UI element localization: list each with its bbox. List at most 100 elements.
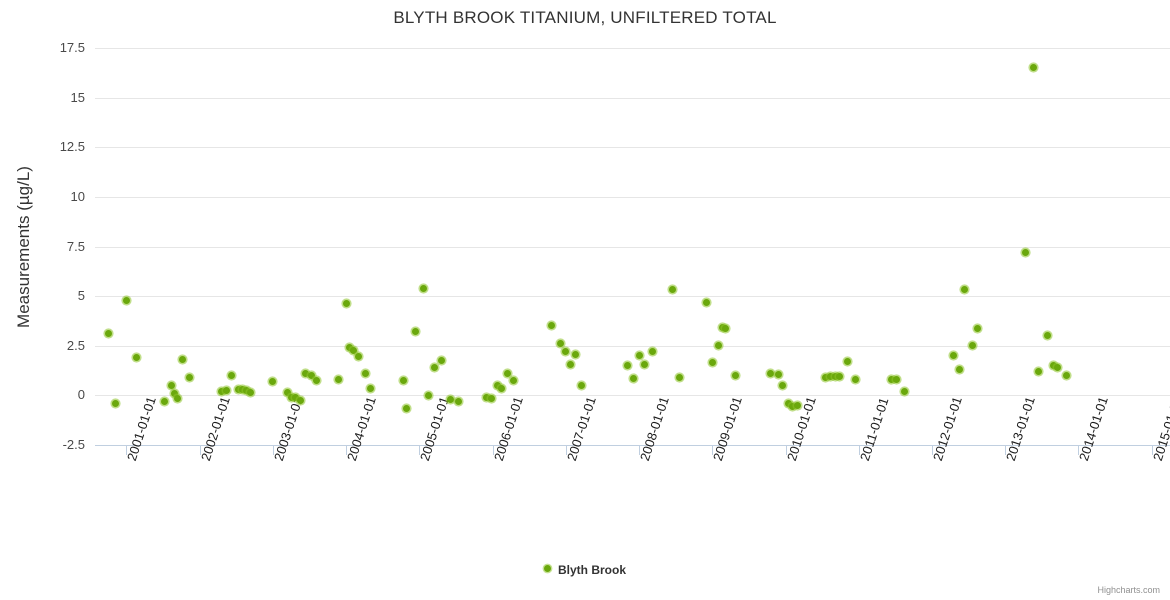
data-point[interactable]: [784, 399, 792, 407]
data-point[interactable]: [566, 361, 574, 369]
data-point[interactable]: [1044, 332, 1052, 340]
data-point[interactable]: [732, 372, 740, 380]
data-point[interactable]: [112, 399, 119, 407]
data-point[interactable]: [454, 397, 462, 405]
data-point[interactable]: [133, 354, 141, 362]
gridline: [95, 98, 1170, 99]
x-tick-mark: [273, 446, 274, 455]
data-point[interactable]: [301, 370, 309, 378]
data-point[interactable]: [968, 342, 976, 350]
data-point[interactable]: [218, 387, 226, 395]
data-point[interactable]: [973, 325, 981, 333]
data-point[interactable]: [714, 342, 722, 350]
data-point[interactable]: [335, 375, 343, 383]
data-point[interactable]: [844, 358, 852, 366]
data-point[interactable]: [702, 298, 710, 306]
data-point[interactable]: [345, 344, 353, 352]
data-point[interactable]: [623, 362, 631, 370]
data-point[interactable]: [774, 371, 782, 379]
data-point[interactable]: [228, 372, 236, 380]
data-point[interactable]: [342, 299, 350, 307]
data-point[interactable]: [178, 356, 186, 364]
data-point[interactable]: [629, 375, 637, 382]
data-point[interactable]: [956, 366, 964, 374]
data-point[interactable]: [1054, 364, 1062, 372]
data-point[interactable]: [493, 381, 501, 389]
data-point[interactable]: [161, 397, 169, 405]
data-point[interactable]: [827, 373, 835, 381]
data-point[interactable]: [851, 375, 859, 383]
data-point[interactable]: [366, 384, 374, 392]
data-point[interactable]: [668, 285, 676, 293]
data-point[interactable]: [641, 361, 649, 369]
data-point[interactable]: [831, 373, 839, 381]
data-point[interactable]: [779, 381, 787, 389]
data-point[interactable]: [403, 404, 411, 412]
legend-item-label[interactable]: Blyth Brook: [557, 562, 626, 577]
data-point[interactable]: [571, 351, 579, 359]
data-point[interactable]: [122, 296, 130, 304]
x-tick-mark: [346, 446, 347, 455]
data-point[interactable]: [822, 374, 830, 381]
data-point[interactable]: [355, 353, 363, 361]
data-point[interactable]: [556, 340, 564, 348]
data-point[interactable]: [284, 388, 292, 396]
data-point[interactable]: [399, 376, 407, 384]
data-point[interactable]: [836, 373, 844, 381]
data-point[interactable]: [960, 285, 968, 293]
data-point[interactable]: [950, 352, 958, 360]
data-point[interactable]: [170, 389, 178, 397]
data-point[interactable]: [509, 376, 517, 384]
data-point[interactable]: [104, 330, 112, 338]
data-point[interactable]: [722, 325, 729, 333]
data-point[interactable]: [1063, 372, 1071, 380]
credits-label[interactable]: Highcharts.com: [1097, 585, 1160, 595]
data-point[interactable]: [292, 393, 300, 401]
data-point[interactable]: [247, 388, 255, 396]
x-tick-mark: [859, 446, 860, 455]
legend[interactable]: Blyth Brook: [0, 562, 1170, 577]
data-point[interactable]: [789, 402, 797, 410]
data-point[interactable]: [767, 370, 775, 378]
data-point[interactable]: [288, 393, 296, 401]
data-point[interactable]: [174, 394, 182, 402]
data-point[interactable]: [893, 375, 901, 383]
data-point[interactable]: [412, 328, 420, 336]
data-point[interactable]: [562, 348, 570, 356]
data-point[interactable]: [1022, 248, 1030, 256]
data-point[interactable]: [269, 377, 277, 385]
data-point[interactable]: [1029, 64, 1037, 72]
data-point[interactable]: [313, 376, 321, 384]
data-point[interactable]: [361, 370, 369, 378]
data-point[interactable]: [235, 385, 243, 393]
data-point[interactable]: [483, 393, 491, 401]
data-point[interactable]: [648, 348, 656, 356]
data-point[interactable]: [675, 374, 683, 381]
data-point[interactable]: [900, 387, 908, 395]
data-point[interactable]: [437, 357, 445, 365]
data-point[interactable]: [888, 375, 896, 383]
data-point[interactable]: [243, 386, 251, 394]
data-point[interactable]: [238, 385, 246, 393]
data-point[interactable]: [296, 396, 304, 404]
data-point[interactable]: [635, 352, 643, 360]
data-point[interactable]: [547, 322, 555, 330]
data-point[interactable]: [503, 370, 511, 378]
data-point[interactable]: [1050, 362, 1058, 370]
data-point[interactable]: [708, 359, 716, 367]
data-point[interactable]: [793, 401, 801, 409]
data-point[interactable]: [349, 347, 357, 355]
data-point[interactable]: [168, 381, 176, 389]
data-point[interactable]: [307, 372, 315, 380]
data-point[interactable]: [420, 284, 428, 292]
data-point[interactable]: [446, 395, 454, 403]
data-point[interactable]: [430, 364, 438, 372]
data-point[interactable]: [222, 386, 230, 394]
data-point[interactable]: [185, 374, 193, 381]
data-point[interactable]: [497, 384, 505, 392]
data-point[interactable]: [424, 391, 432, 399]
data-point[interactable]: [487, 394, 495, 402]
data-point[interactable]: [1035, 368, 1043, 376]
data-point[interactable]: [578, 381, 586, 389]
